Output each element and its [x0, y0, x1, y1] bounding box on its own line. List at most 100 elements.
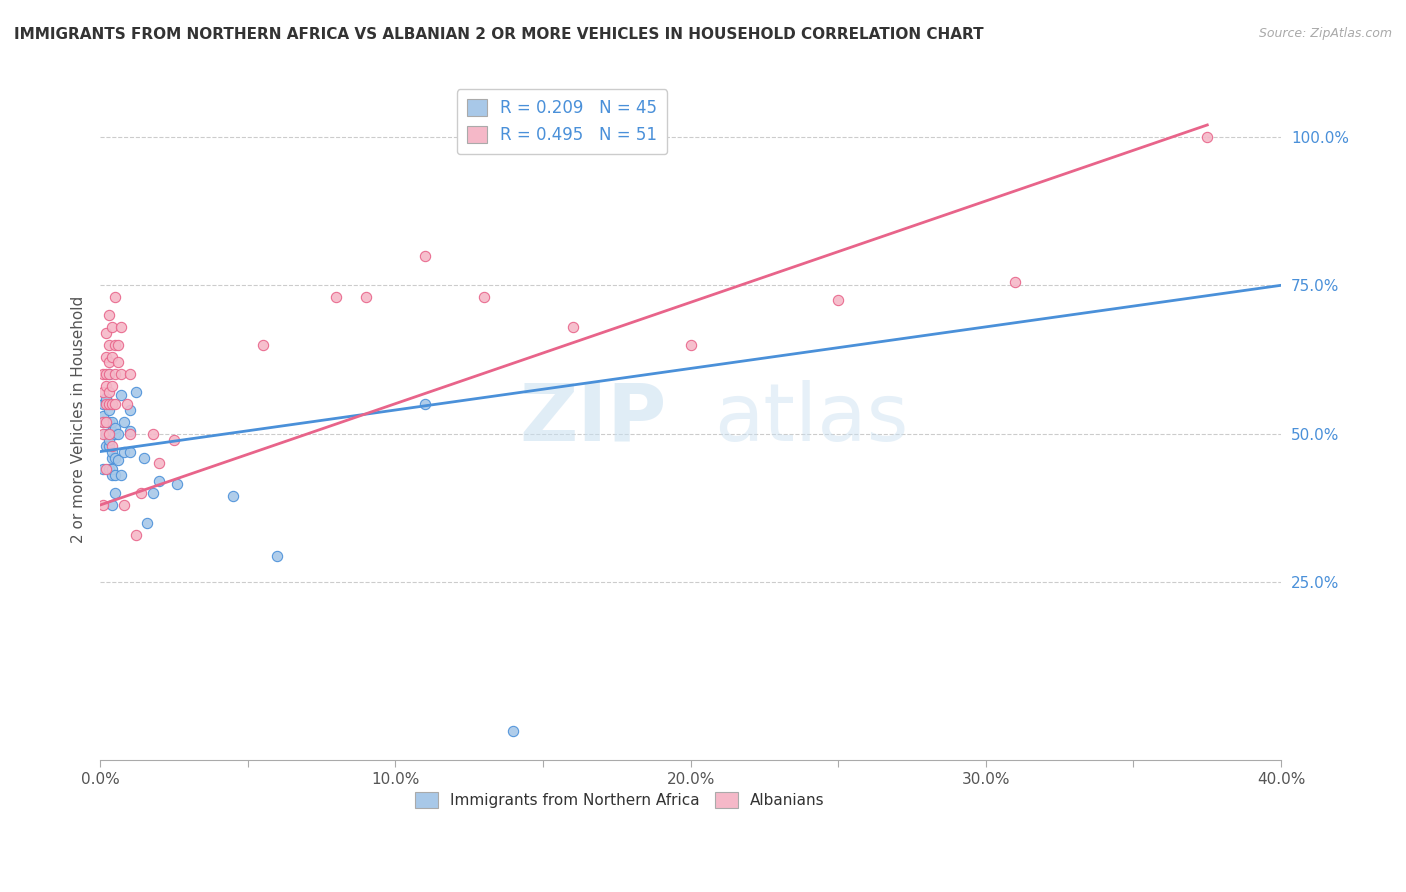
- Point: [98, 337, 121, 351]
- Point: [98, 308, 121, 322]
- Point: [107, 426, 129, 441]
- Point: [118, 424, 141, 438]
- Point: [502, 723, 524, 738]
- Point: [91, 462, 114, 476]
- Point: [110, 468, 132, 483]
- Point: [827, 293, 849, 307]
- Point: [98, 403, 121, 417]
- Point: [472, 290, 495, 304]
- Point: [94, 368, 117, 382]
- Point: [118, 444, 141, 458]
- Point: [94, 326, 117, 340]
- Point: [94, 397, 117, 411]
- Point: [94, 439, 117, 453]
- Point: [104, 290, 127, 304]
- Point: [112, 498, 135, 512]
- Point: [101, 350, 124, 364]
- Y-axis label: 2 or more Vehicles in Household: 2 or more Vehicles in Household: [72, 295, 86, 542]
- Point: [94, 394, 117, 409]
- Point: [107, 337, 129, 351]
- Point: [104, 397, 127, 411]
- Point: [104, 337, 127, 351]
- Point: [101, 444, 124, 458]
- Point: [98, 433, 121, 447]
- Point: [115, 397, 138, 411]
- Point: [222, 489, 245, 503]
- Point: [110, 388, 132, 402]
- Point: [94, 415, 117, 429]
- Point: [163, 433, 186, 447]
- Point: [94, 350, 117, 364]
- Point: [413, 397, 436, 411]
- Point: [94, 462, 117, 476]
- Legend: Immigrants from Northern Africa, Albanians: Immigrants from Northern Africa, Albania…: [409, 786, 831, 814]
- Point: [91, 397, 114, 411]
- Point: [91, 426, 114, 441]
- Point: [110, 319, 132, 334]
- Point: [124, 527, 146, 541]
- Point: [91, 415, 114, 429]
- Point: [101, 415, 124, 429]
- Point: [104, 421, 127, 435]
- Point: [118, 368, 141, 382]
- Point: [118, 426, 141, 441]
- Point: [110, 368, 132, 382]
- Point: [101, 424, 124, 438]
- Point: [561, 319, 583, 334]
- Point: [104, 426, 127, 441]
- Point: [91, 385, 114, 400]
- Point: [142, 486, 165, 500]
- Point: [98, 368, 121, 382]
- Point: [91, 415, 114, 429]
- Point: [101, 397, 124, 411]
- Point: [101, 450, 124, 465]
- Point: [107, 453, 129, 467]
- Point: [112, 415, 135, 429]
- Point: [142, 426, 165, 441]
- Point: [131, 486, 153, 500]
- Point: [98, 439, 121, 453]
- Point: [101, 319, 124, 334]
- Point: [1197, 129, 1219, 144]
- Text: Source: ZipAtlas.com: Source: ZipAtlas.com: [1258, 27, 1392, 40]
- Point: [98, 426, 121, 441]
- Text: atlas: atlas: [714, 380, 908, 458]
- Point: [94, 426, 117, 441]
- Point: [94, 391, 117, 405]
- Point: [91, 409, 114, 423]
- Point: [136, 516, 159, 530]
- Point: [252, 337, 274, 351]
- Point: [124, 385, 146, 400]
- Point: [325, 290, 347, 304]
- Point: [98, 415, 121, 429]
- Point: [101, 498, 124, 512]
- Point: [98, 355, 121, 369]
- Point: [104, 450, 127, 465]
- Point: [98, 397, 121, 411]
- Point: [134, 450, 156, 465]
- Point: [679, 337, 702, 351]
- Point: [107, 355, 129, 369]
- Point: [112, 444, 135, 458]
- Point: [148, 457, 170, 471]
- Point: [94, 379, 117, 393]
- Text: IMMIGRANTS FROM NORTHERN AFRICA VS ALBANIAN 2 OR MORE VEHICLES IN HOUSEHOLD CORR: IMMIGRANTS FROM NORTHERN AFRICA VS ALBAN…: [14, 27, 984, 42]
- Point: [101, 462, 124, 476]
- Point: [101, 439, 124, 453]
- Point: [266, 549, 288, 563]
- Point: [98, 385, 121, 400]
- Point: [104, 486, 127, 500]
- Point: [148, 475, 170, 489]
- Point: [91, 368, 114, 382]
- Point: [98, 462, 121, 476]
- Point: [101, 379, 124, 393]
- Point: [118, 403, 141, 417]
- Point: [98, 368, 121, 382]
- Point: [104, 368, 127, 382]
- Point: [413, 249, 436, 263]
- Point: [104, 468, 127, 483]
- Point: [101, 468, 124, 483]
- Point: [91, 498, 114, 512]
- Point: [354, 290, 377, 304]
- Text: ZIP: ZIP: [520, 380, 666, 458]
